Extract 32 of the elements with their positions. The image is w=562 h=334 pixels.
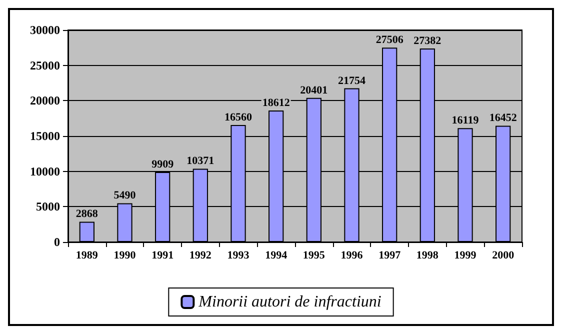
x-tick-label: 1995 bbox=[302, 250, 326, 262]
data-label: 16560 bbox=[224, 111, 252, 124]
data-label: 16452 bbox=[489, 112, 518, 124]
y-tick-label: 0 bbox=[54, 235, 60, 249]
x-tick-label: 1989 bbox=[76, 250, 98, 262]
x-tick-label: 1996 bbox=[340, 250, 364, 262]
y-tick-label: 25000 bbox=[30, 58, 60, 72]
data-label: 9909 bbox=[152, 158, 174, 170]
data-label: 27506 bbox=[376, 34, 404, 46]
x-tick-label: 1992 bbox=[189, 250, 212, 262]
data-label: 18612 bbox=[262, 96, 290, 109]
data-label: 2868 bbox=[76, 208, 98, 220]
x-tick-label: 1994 bbox=[265, 250, 288, 262]
y-tick-label: 30000 bbox=[30, 23, 60, 37]
data-label: 20401 bbox=[300, 84, 328, 96]
y-tick-label: 5000 bbox=[36, 200, 60, 214]
y-tick-label: 15000 bbox=[30, 129, 60, 143]
data-label: 10371 bbox=[186, 155, 214, 168]
data-label: 16119 bbox=[452, 114, 480, 127]
x-tick-label: 1997 bbox=[378, 250, 402, 262]
y-tick-label: 20000 bbox=[30, 94, 60, 108]
x-tick-label: 1991 bbox=[152, 250, 174, 262]
x-tick-label: 1993 bbox=[227, 250, 250, 262]
legend-label: Minorii autori de infractiuni bbox=[198, 294, 382, 310]
x-tick-label: 1999 bbox=[454, 250, 477, 262]
x-tick-label: 1998 bbox=[416, 250, 439, 262]
x-tick-label: 2000 bbox=[492, 250, 515, 262]
data-label: 5490 bbox=[114, 190, 136, 202]
data-label: 21754 bbox=[338, 74, 366, 87]
data-label: 27382 bbox=[414, 35, 442, 47]
x-tick-label: 1990 bbox=[114, 250, 136, 262]
y-tick-label: 10000 bbox=[30, 164, 60, 178]
